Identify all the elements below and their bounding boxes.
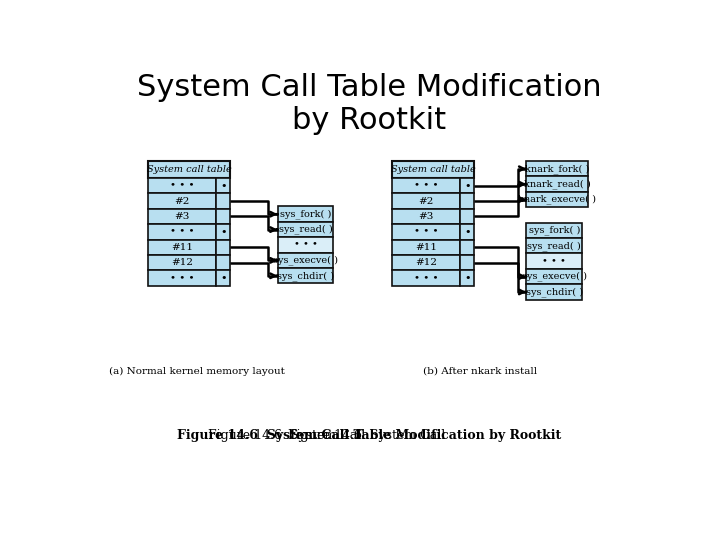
- Text: • • •: • • •: [414, 227, 438, 237]
- Text: • • •: • • •: [414, 181, 438, 190]
- FancyBboxPatch shape: [148, 178, 216, 193]
- Text: sys_chdir( ): sys_chdir( ): [277, 271, 334, 281]
- Text: Figure 14.6  System Call Table Modification by Rootkit: Figure 14.6 System Call Table Modificati…: [177, 429, 561, 442]
- Text: • • •: • • •: [170, 227, 194, 237]
- Text: •: •: [464, 227, 471, 237]
- FancyBboxPatch shape: [392, 224, 461, 240]
- FancyBboxPatch shape: [392, 161, 474, 178]
- FancyBboxPatch shape: [461, 240, 474, 255]
- FancyBboxPatch shape: [526, 222, 582, 238]
- Text: knark_read( ): knark_read( ): [524, 179, 590, 189]
- FancyBboxPatch shape: [216, 255, 230, 271]
- FancyBboxPatch shape: [392, 240, 461, 255]
- FancyBboxPatch shape: [148, 161, 230, 178]
- Text: •: •: [464, 273, 471, 283]
- FancyBboxPatch shape: [277, 222, 333, 237]
- FancyBboxPatch shape: [526, 192, 588, 207]
- Text: sys_execve( ): sys_execve( ): [522, 272, 587, 281]
- FancyBboxPatch shape: [526, 253, 582, 269]
- Text: • • •: • • •: [542, 256, 566, 266]
- Text: #3: #3: [174, 212, 190, 221]
- Text: sys_read( ): sys_read( ): [279, 225, 333, 234]
- Text: Figure 14.6  System Call: Figure 14.6 System Call: [208, 429, 369, 442]
- FancyBboxPatch shape: [216, 193, 230, 209]
- FancyBboxPatch shape: [392, 255, 461, 271]
- Text: •: •: [220, 181, 227, 191]
- Text: #12: #12: [171, 258, 193, 267]
- FancyBboxPatch shape: [392, 178, 461, 193]
- FancyBboxPatch shape: [526, 284, 582, 300]
- Text: •: •: [464, 181, 471, 191]
- Text: (b) After nkark install: (b) After nkark install: [423, 367, 537, 376]
- FancyBboxPatch shape: [526, 177, 588, 192]
- Text: #11: #11: [171, 243, 193, 252]
- FancyBboxPatch shape: [392, 209, 461, 224]
- Text: knark_fork( ): knark_fork( ): [525, 164, 590, 174]
- FancyBboxPatch shape: [148, 209, 216, 224]
- Text: Figure 14.6  System Call: Figure 14.6 System Call: [289, 429, 449, 442]
- Text: sys_read( ): sys_read( ): [527, 241, 581, 251]
- FancyBboxPatch shape: [461, 209, 474, 224]
- FancyBboxPatch shape: [277, 268, 333, 284]
- Text: System call table: System call table: [147, 165, 232, 174]
- FancyBboxPatch shape: [148, 255, 216, 271]
- Text: sys_execve( ): sys_execve( ): [273, 255, 338, 265]
- Text: #11: #11: [415, 243, 437, 252]
- FancyBboxPatch shape: [277, 206, 333, 222]
- FancyBboxPatch shape: [392, 271, 461, 286]
- Text: •: •: [220, 273, 227, 283]
- FancyBboxPatch shape: [461, 178, 474, 193]
- Text: #2: #2: [418, 197, 434, 206]
- Text: • • •: • • •: [294, 240, 318, 249]
- Text: knark_execve( ): knark_execve( ): [518, 194, 596, 205]
- FancyBboxPatch shape: [216, 209, 230, 224]
- FancyBboxPatch shape: [148, 224, 216, 240]
- FancyBboxPatch shape: [216, 178, 230, 193]
- FancyBboxPatch shape: [148, 271, 216, 286]
- FancyBboxPatch shape: [277, 237, 333, 253]
- Text: sys_fork( ): sys_fork( ): [280, 210, 331, 219]
- Text: • • •: • • •: [414, 274, 438, 282]
- Text: #12: #12: [415, 258, 437, 267]
- Text: System call table: System call table: [391, 165, 476, 174]
- Text: sys_fork( ): sys_fork( ): [528, 225, 580, 235]
- FancyBboxPatch shape: [392, 193, 461, 209]
- FancyBboxPatch shape: [461, 271, 474, 286]
- FancyBboxPatch shape: [148, 193, 216, 209]
- Text: sys_chdir( ): sys_chdir( ): [526, 287, 582, 297]
- FancyBboxPatch shape: [526, 238, 582, 253]
- Text: (a) Normal kernel memory layout: (a) Normal kernel memory layout: [109, 367, 285, 376]
- FancyBboxPatch shape: [216, 224, 230, 240]
- Text: •: •: [220, 227, 227, 237]
- FancyBboxPatch shape: [526, 269, 582, 284]
- Text: #2: #2: [174, 197, 190, 206]
- Text: • • •: • • •: [170, 181, 194, 190]
- Text: System Call Table Modification
by Rootkit: System Call Table Modification by Rootki…: [137, 72, 601, 135]
- FancyBboxPatch shape: [216, 271, 230, 286]
- FancyBboxPatch shape: [526, 161, 588, 177]
- FancyBboxPatch shape: [461, 193, 474, 209]
- FancyBboxPatch shape: [148, 240, 216, 255]
- Text: • • •: • • •: [170, 274, 194, 282]
- Text: #3: #3: [418, 212, 434, 221]
- FancyBboxPatch shape: [461, 224, 474, 240]
- FancyBboxPatch shape: [461, 255, 474, 271]
- FancyBboxPatch shape: [216, 240, 230, 255]
- FancyBboxPatch shape: [277, 253, 333, 268]
